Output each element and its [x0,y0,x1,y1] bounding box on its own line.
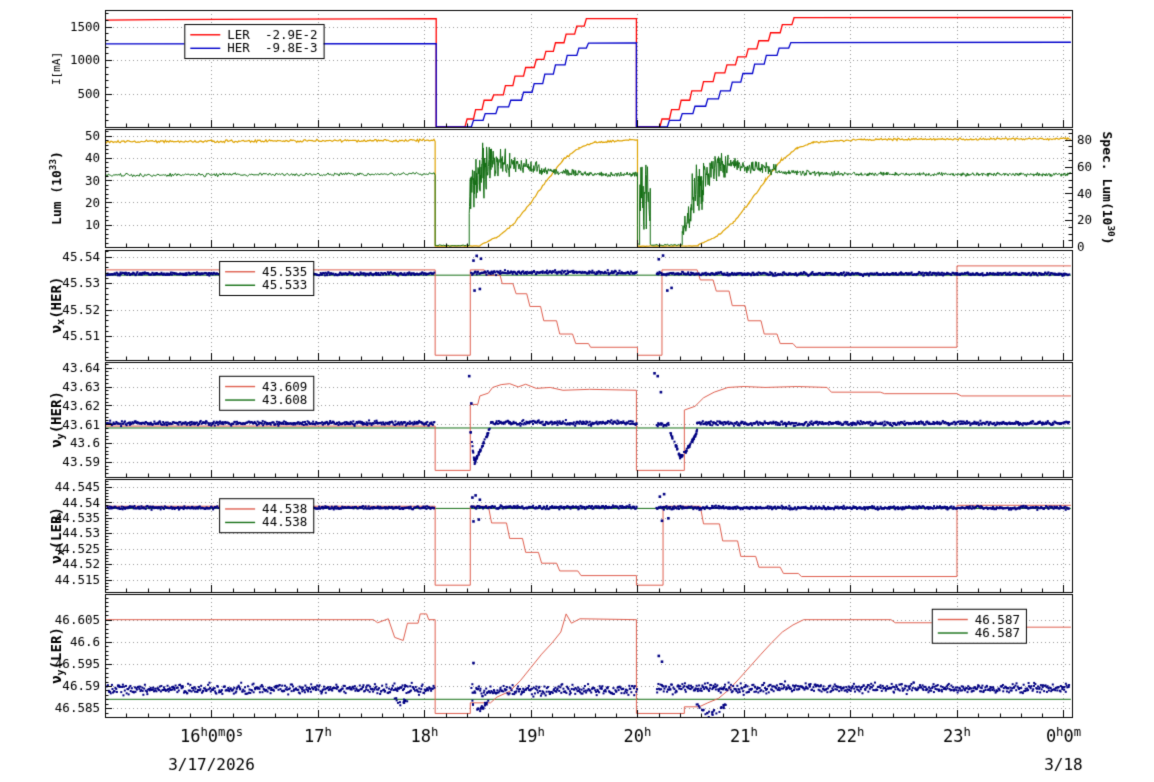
beam-history-chart [0,0,1154,782]
beam-monitor-screen [0,0,1154,782]
